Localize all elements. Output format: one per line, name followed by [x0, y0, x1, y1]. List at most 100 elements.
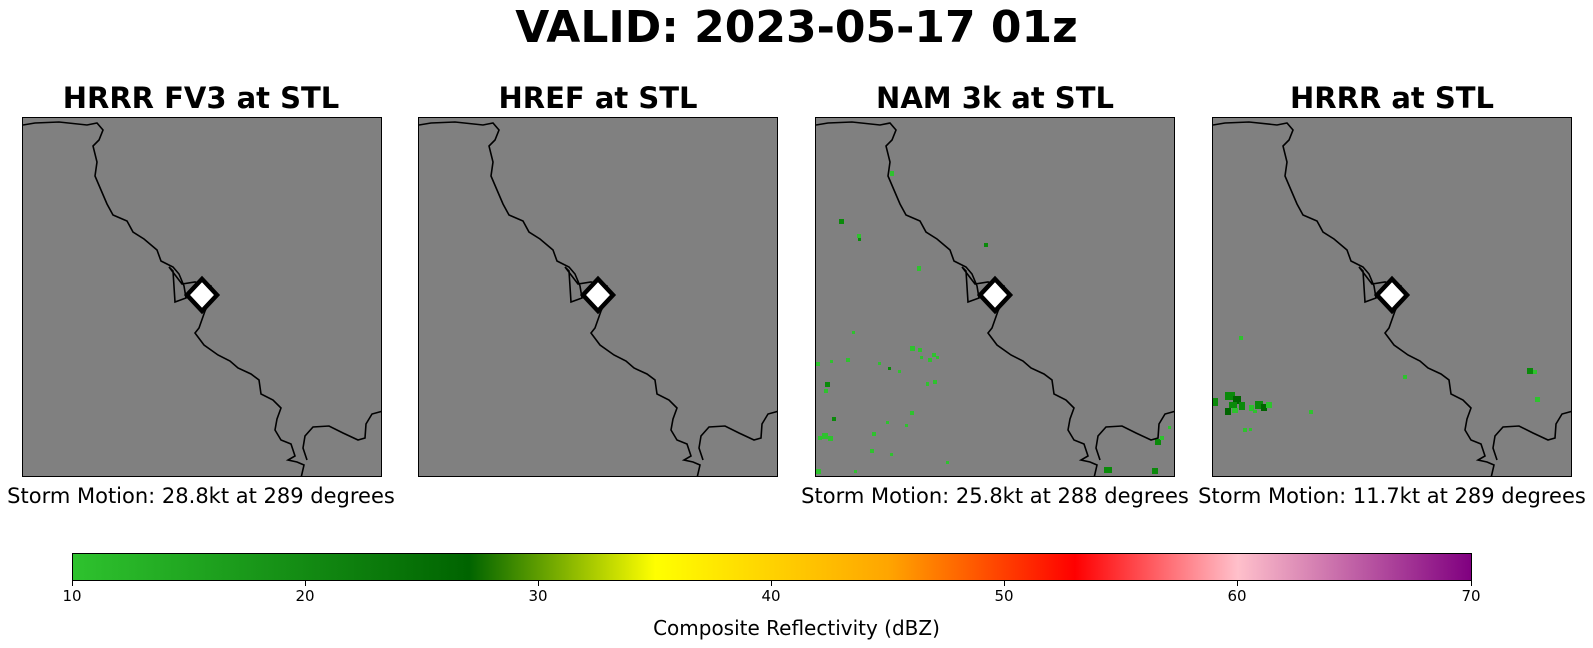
reflectivity-echo	[910, 346, 915, 351]
reflectivity-echo	[1403, 375, 1407, 379]
reflectivity-echo	[910, 411, 914, 415]
reflectivity-echo	[905, 424, 908, 427]
storm-motion-caption: Storm Motion: 28.8kt at 289 degrees	[7, 484, 395, 508]
reflectivity-echo	[852, 331, 855, 334]
map-panel-nam-3k	[815, 117, 1175, 477]
panel-title-href: HREF at STL	[498, 81, 698, 115]
figure-title: VALID: 2023-05-17 01z	[515, 2, 1078, 53]
colorbar-tick	[305, 581, 306, 586]
reflectivity-echo	[1213, 398, 1218, 406]
panel-title-nam-3k: NAM 3k at STL	[876, 81, 1114, 115]
map-canvas	[23, 121, 381, 476]
reflectivity-echo	[890, 171, 894, 176]
reflectivity-echo	[1243, 428, 1247, 432]
reflectivity-echo	[816, 362, 820, 366]
reflectivity-echo	[890, 453, 893, 456]
map-panel-hrrr-fv3	[22, 117, 382, 477]
reflectivity-echo	[1309, 410, 1313, 414]
reflectivity-echo	[918, 348, 922, 352]
reflectivity-echo	[917, 266, 921, 271]
reflectivity-echo	[1152, 468, 1158, 474]
colorbar-tick-label: 70	[1461, 587, 1481, 605]
reflectivity-echo	[946, 461, 949, 464]
station-marker	[579, 275, 617, 315]
reflectivity-echo	[822, 433, 828, 439]
colorbar-tick-label: 40	[761, 587, 781, 605]
reflectivity-echo	[1266, 402, 1272, 408]
storm-motion-caption: Storm Motion: 11.7kt at 289 degrees	[1198, 484, 1586, 508]
map-canvas	[816, 121, 1174, 476]
reflectivity-echo	[1160, 436, 1164, 440]
reflectivity-echo	[1249, 405, 1254, 411]
echo-layer	[1213, 336, 1540, 432]
river-boundary	[816, 121, 1098, 476]
reflectivity-echo	[898, 370, 901, 373]
reflectivity-echo	[878, 362, 881, 365]
river-boundary-east	[302, 410, 381, 461]
river-boundary-east	[1492, 410, 1571, 461]
reflectivity-echo	[1533, 370, 1537, 374]
reflectivity-echo	[857, 234, 861, 238]
colorbar-tick-label: 10	[62, 587, 82, 605]
reflectivity-echo	[825, 382, 830, 387]
reflectivity-echo	[830, 360, 833, 363]
colorbar-label: Composite Reflectivity (dBZ)	[653, 616, 940, 640]
reflectivity-echo	[920, 356, 923, 359]
reflectivity-echo	[846, 358, 850, 362]
colorbar-tick-label: 20	[295, 587, 315, 605]
colorbar-tick	[538, 581, 539, 586]
reflectivity-echo	[1261, 404, 1267, 411]
reflectivity-echo	[1229, 402, 1237, 408]
colorbar-tick	[1004, 581, 1005, 586]
reflectivity-echo	[926, 382, 929, 386]
colorbar-tick	[1237, 581, 1238, 586]
river-boundary	[23, 121, 305, 476]
reflectivity-echo	[816, 469, 821, 474]
reflectivity-echo	[872, 432, 876, 436]
storm-motion-caption: Storm Motion: 25.8kt at 288 degrees	[801, 484, 1189, 508]
reflectivity-echo	[839, 219, 844, 224]
panel-title-hrrr: HRRR at STL	[1289, 81, 1495, 115]
reflectivity-echo	[824, 389, 828, 393]
reflectivity-echo	[1239, 402, 1245, 410]
river-boundary	[1213, 121, 1495, 476]
river-boundary-east	[1095, 410, 1174, 461]
reflectivity-echo	[832, 417, 836, 421]
map-panel-href	[418, 117, 778, 477]
reflectivity-echo	[886, 421, 889, 424]
panel-title-hrrr-fv3: HRRR FV3 at STL	[62, 81, 340, 115]
station-marker	[1373, 275, 1411, 315]
reflectivity-echo	[1232, 408, 1238, 413]
reflectivity-echo	[828, 436, 833, 441]
echo-layer	[816, 171, 1171, 474]
reflectivity-echo	[1239, 336, 1243, 340]
river-boundary-east	[698, 410, 777, 461]
reflectivity-echo	[932, 353, 936, 357]
map-panel-hrrr	[1212, 117, 1572, 477]
map-canvas	[1213, 121, 1571, 476]
reflectivity-echo	[854, 470, 857, 473]
reflectivity-echo	[928, 358, 932, 362]
reflectivity-echo	[1104, 467, 1112, 473]
reflectivity-echo	[1535, 397, 1540, 402]
reflectivity-echo	[818, 436, 822, 440]
station-marker	[976, 275, 1014, 315]
colorbar-tick	[72, 581, 73, 586]
reflectivity-echo	[1233, 396, 1241, 404]
colorbar-tick-label: 60	[1227, 587, 1247, 605]
reflectivity-echo	[984, 243, 988, 247]
reflectivity-echo	[1155, 439, 1161, 445]
reflectivity-echo	[1225, 392, 1235, 400]
river-boundary	[419, 121, 701, 476]
reflectivity-echo	[1225, 408, 1231, 415]
reflectivity-echo	[888, 367, 891, 370]
colorbar-tick	[771, 581, 772, 586]
reflectivity-echo	[1249, 428, 1252, 431]
reflectivity-echo	[1255, 401, 1263, 409]
reflectivity-echo	[1253, 410, 1257, 413]
colorbar-tick	[1471, 581, 1472, 586]
reflectivity-echo	[936, 356, 939, 359]
reflectivity-echo	[1168, 426, 1171, 429]
reflectivity-echo	[858, 238, 861, 241]
map-canvas	[419, 121, 777, 476]
